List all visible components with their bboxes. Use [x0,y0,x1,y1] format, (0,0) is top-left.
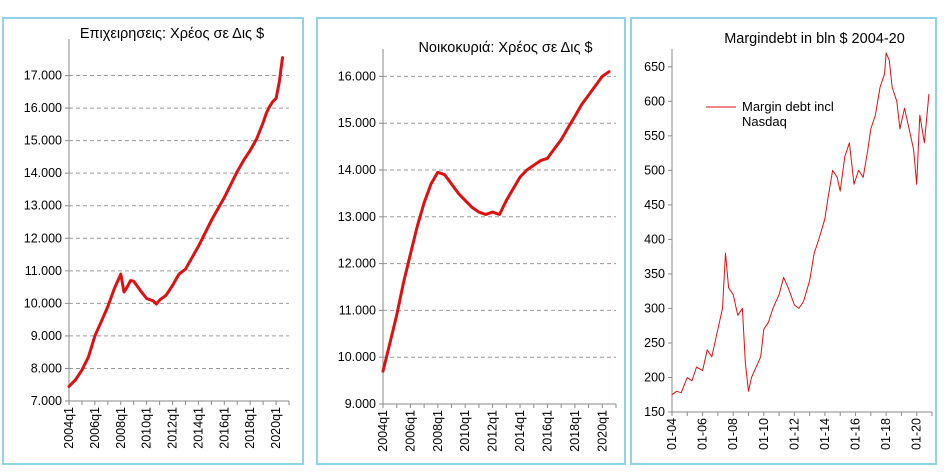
y-tick-label: 300 [644,301,665,315]
y-tick-label: 450 [644,198,665,212]
y-tick-label: 250 [644,336,665,350]
y-tick-label: 15.000 [24,134,62,148]
x-tick-label: 01-10 [757,418,771,450]
y-tick-label: 16.000 [24,101,62,115]
y-tick-label: 8.000 [31,361,62,375]
y-tick-label: 12.000 [24,231,62,245]
y-tick-label: 10.000 [338,350,376,364]
y-tick-label: 14.000 [24,166,62,180]
business-debt-chart-title: Επιχειρησεις: Χρέος σε Δις $ [79,26,265,42]
x-tick-label: 2014q1 [191,407,205,449]
x-tick-label: 2008q1 [114,407,128,449]
household-debt-chart: 9.000 10.000 11.000 12.000 13.000 14.000 15.00… [338,49,617,452]
household-debt-chart-title: Νοικοκυριά: Χρέος σε Δις $ [418,40,593,56]
y-tick-label: 650 [644,60,665,74]
y-tick-label: 14.000 [338,163,376,177]
y-tick-label: 13.000 [24,199,62,213]
y-tick-label: 15.000 [338,116,376,130]
y-tick-label: 550 [644,129,665,143]
x-tick-label: 2004q1 [376,410,390,452]
x-tick-label: 01-16 [849,418,863,450]
y-tick-label: 16.000 [338,69,376,83]
x-tick-label: 2018q1 [243,407,257,449]
series-line [381,70,611,373]
series-line [67,56,284,388]
y-tick-label: 500 [644,163,665,177]
y-tick-label: 17.000 [24,69,62,83]
x-tick-label: 2020q1 [595,410,609,452]
legend-label: Margin debt incl Nasdaq [742,99,834,129]
x-tick-label: 2012q1 [166,407,180,449]
x-tick-label: 2020q1 [269,407,283,449]
y-tick-label: 13.000 [338,210,376,224]
y-tick-label: 600 [644,94,665,108]
y-tick-label: 350 [644,267,665,281]
x-tick-label: 2004q1 [62,407,76,449]
y-tick-label: 9.000 [345,397,376,411]
x-tick-label: 2016q1 [540,410,554,452]
x-tick-label: 2016q1 [217,407,231,449]
x-tick-label: 2006q1 [403,410,417,452]
x-tick-label: 2010q1 [140,407,154,449]
x-tick-label: 01-06 [696,418,710,450]
y-tick-label: 11.000 [25,264,62,278]
x-tick-label: 2012q1 [486,410,500,452]
household-debt-chart-panel: Νοικοκυριά: Χρέος σε Δις $ 9.000 10.000 11… [316,17,626,465]
x-tick-label: 2014q1 [513,410,527,452]
x-tick-label: 2006q1 [88,407,102,449]
x-tick-label: 2008q1 [431,410,445,452]
y-tick-label: 11.000 [339,303,376,317]
y-tick-label: 200 [644,370,665,384]
business-debt-chart-panel: Επιχειρησεις: Χρέος σε Δις $ 7.000 8.000 9… [2,17,304,465]
x-tick-label: 2010q1 [458,410,472,452]
x-tick-label: 01-08 [726,418,740,450]
margin-debt-chart-title: Margindebt in bln $ 2004-20 [724,31,905,47]
x-tick-label: 01-18 [879,418,893,450]
business-debt-chart: 7.000 8.000 9.000 10.000 11.000 12.000 13.000 1… [24,39,290,449]
y-tick-label: 10.000 [24,296,62,310]
x-tick-label: 01-20 [910,418,924,450]
margin-debt-chart-panel: Margindebt in bln $ 2004-20 150 200 250 300… [630,17,937,465]
margin-debt-chart: 150 200 250 300 350 400 450 500 550 600 650 01-04 01… [644,49,933,450]
x-tick-label: 01-14 [818,418,832,450]
series-line [671,52,930,396]
y-tick-label: 7.000 [31,394,62,408]
x-tick-label: 01-12 [787,418,801,450]
x-tick-label: 2018q1 [568,410,582,452]
x-tick-label: 01-04 [665,418,679,450]
y-tick-label: 400 [644,232,665,246]
y-tick-label: 12.000 [338,257,376,271]
y-tick-label: 9.000 [31,329,62,343]
y-tick-label: 150 [644,405,665,419]
